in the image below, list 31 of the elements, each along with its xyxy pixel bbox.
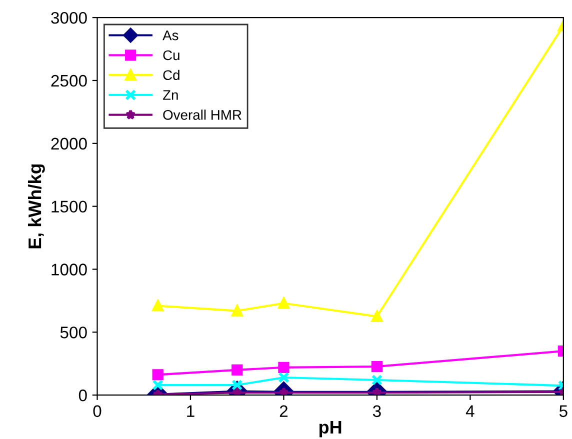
point — [278, 372, 290, 384]
legend-label: Overall HMR — [163, 110, 242, 120]
legend-label: Zn — [162, 90, 178, 100]
point — [152, 369, 164, 380]
point — [232, 364, 243, 376]
x-tick-label: 5 — [559, 405, 568, 418]
legend-label: Cu — [163, 50, 180, 60]
y-axis-title: E, kWh/kg — [28, 164, 45, 248]
legend-label: As — [162, 30, 178, 40]
point — [278, 362, 290, 373]
y-tick-label: 1000 — [52, 264, 87, 276]
legend-label: Cd — [163, 70, 180, 80]
y-tick-label: 500 — [60, 326, 87, 338]
point — [152, 379, 164, 391]
x-tick-label: 4 — [466, 405, 474, 417]
y-tick-label: 2000 — [51, 138, 87, 150]
point — [152, 300, 164, 312]
x-tick-label: 3 — [372, 405, 381, 418]
x-axis-title: pH — [319, 421, 342, 438]
y-tick-label: 2500 — [51, 74, 87, 87]
point — [371, 310, 383, 322]
point — [278, 298, 290, 309]
y-tick-label: 0 — [78, 390, 87, 402]
point — [371, 360, 383, 372]
x-tick-label: 2 — [280, 405, 288, 417]
point — [232, 305, 243, 316]
y-tick-label: 1500 — [52, 200, 87, 213]
y-tick-label: 3000 — [51, 12, 87, 24]
x-tick-label: 0 — [93, 405, 102, 418]
x-tick-label: 1 — [187, 405, 194, 417]
point — [371, 374, 383, 386]
